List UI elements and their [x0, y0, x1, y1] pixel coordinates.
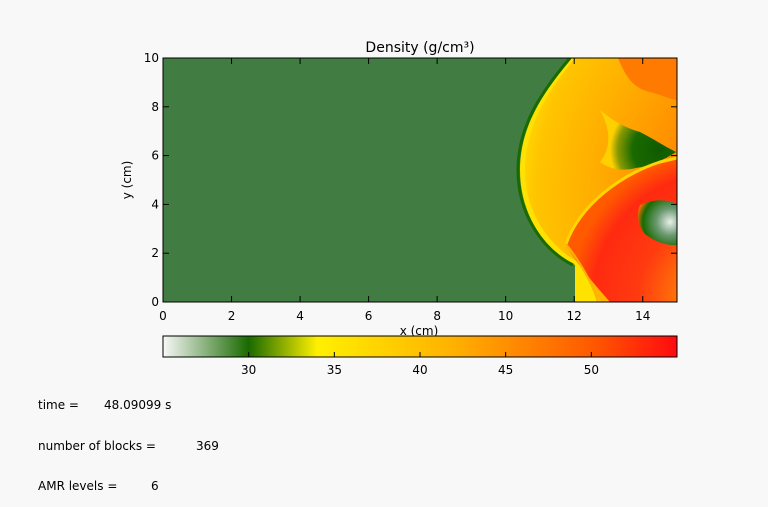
grey-green-pocket: [637, 200, 677, 246]
blocks-row: number of blocks = 369: [38, 438, 219, 454]
y-tick-label: 8: [151, 100, 159, 114]
x-tick-label: 12: [567, 309, 582, 323]
plot-area: 0 2 4 6 8 10 12 14 0 2 4 6 8 10: [144, 51, 678, 323]
y-tick-label: 4: [151, 197, 159, 211]
lower-shock-yellow-edge: [564, 156, 677, 245]
levels-value: 6: [151, 479, 159, 493]
bow-shock-dark-rim: [516, 58, 574, 267]
colorbar-tick-label: 50: [584, 363, 599, 377]
colorbar: 30 35 40 45 50: [162, 335, 678, 377]
lower-shock-region: [566, 158, 677, 302]
plot-frame: [162, 57, 678, 303]
time-value: 48.09099 s: [104, 398, 172, 412]
upper-orange-lobe: [618, 58, 677, 100]
blocks-label: number of blocks =: [38, 438, 156, 453]
y-tick-label: 0: [151, 295, 159, 309]
x-tick-label: 14: [635, 309, 650, 323]
density-chart: Density (g/cm³) 0 2 4 6 8 10 12 14 0 2 4 6 8 10 x (c…: [120, 40, 678, 377]
y-tick-label: 10: [144, 51, 159, 65]
time-label: time =: [38, 398, 79, 412]
x-tick-label: 8: [433, 309, 441, 323]
x-axis-label: x (cm): [400, 324, 439, 338]
x-tick-label: 0: [159, 309, 167, 323]
dark-green-pocket: [600, 110, 676, 170]
colorbar-tick-label: 45: [498, 363, 513, 377]
x-tick-label: 6: [365, 309, 373, 323]
y-axis-label: y (cm): [120, 161, 134, 200]
y-axis-ticks: 0 2 4 6 8 10: [144, 51, 677, 309]
y-tick-label: 2: [151, 246, 159, 260]
x-tick-label: 2: [228, 309, 236, 323]
colorbar-ticks: 30 35 40 45 50: [241, 352, 599, 377]
levels-row: AMR levels = 6: [38, 479, 219, 494]
simulation-info: time = 48.09099 s number of blocks = 369 A…: [38, 372, 219, 507]
colorbar-tick-label: 30: [241, 363, 256, 377]
shock-structure: [516, 58, 677, 302]
x-tick-label: 4: [296, 309, 304, 323]
y-tick-label: 6: [151, 149, 159, 163]
x-tick-label: 10: [498, 309, 513, 323]
blocks-value: 369: [196, 438, 219, 453]
time-row: time = 48.09099 s: [38, 398, 219, 413]
triple-point-line: [565, 243, 599, 302]
x-axis-ticks: 0 2 4 6 8 10 12 14: [159, 58, 650, 323]
colorbar-gradient: [163, 336, 677, 357]
colorbar-tick-label: 35: [327, 363, 342, 377]
colorbar-tick-label: 40: [412, 363, 427, 377]
levels-label: AMR levels =: [38, 479, 118, 493]
chart-title: Density (g/cm³): [365, 40, 474, 56]
